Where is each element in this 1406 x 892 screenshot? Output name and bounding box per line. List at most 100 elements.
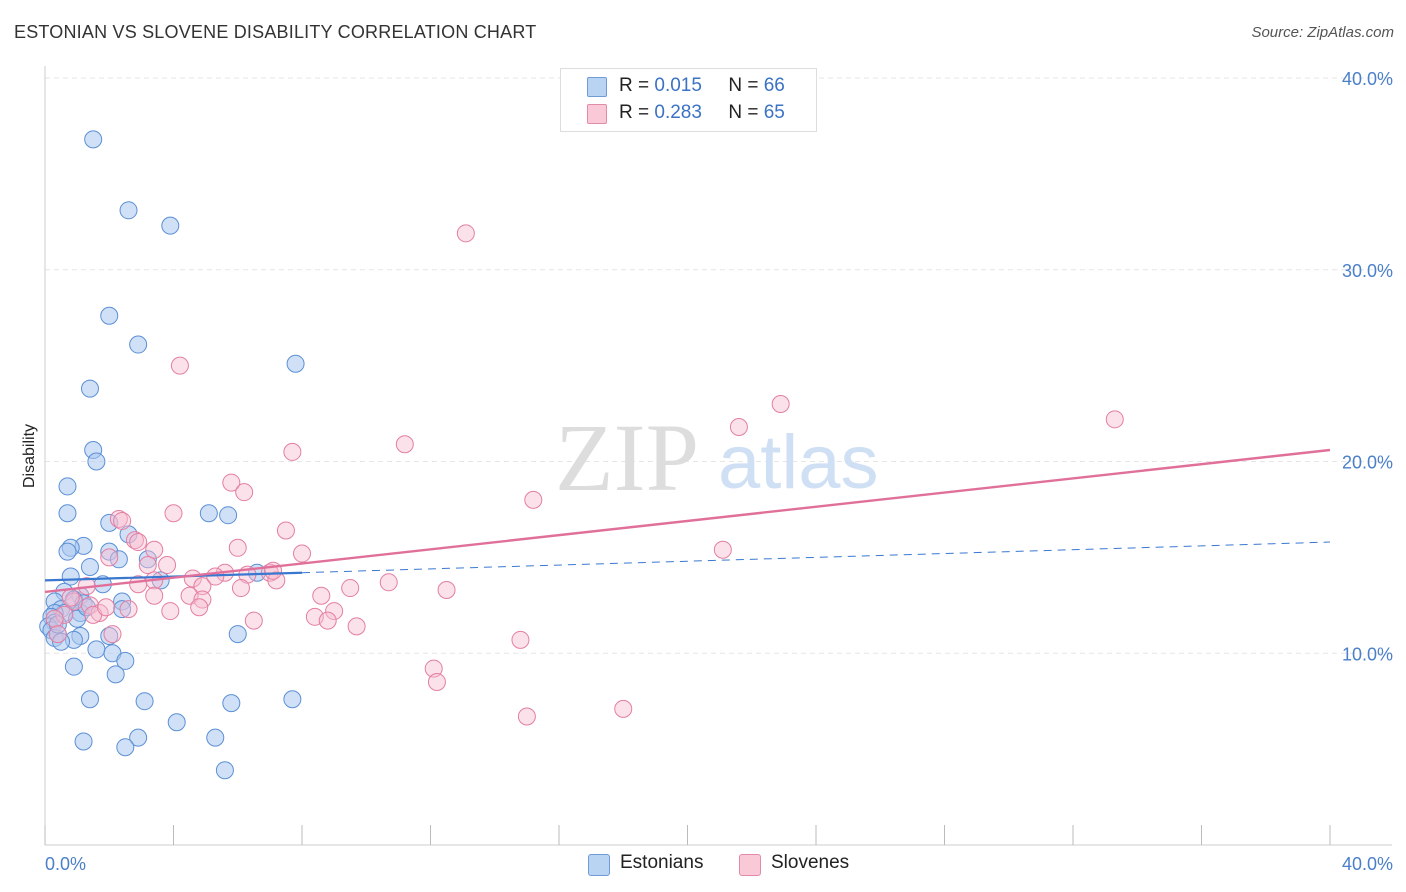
slovenes-point [235, 483, 254, 502]
y-axis-label: Disability [21, 424, 38, 488]
slovenes-point [145, 586, 164, 605]
source-label: Source: ZipAtlas.com [1251, 24, 1394, 41]
estonians-point [206, 728, 225, 747]
estonians-point [135, 692, 154, 711]
x-tick-label: 40.0% [1342, 854, 1393, 874]
slovenes-point [771, 394, 790, 413]
estonians-point [129, 335, 148, 354]
estonians-point [100, 626, 119, 645]
legend-n-label: N = [728, 75, 759, 96]
slovenes-point [55, 605, 74, 624]
slovenes-point [729, 417, 748, 436]
y-tick-label: 30.0% [1342, 261, 1393, 281]
slovenes-point [145, 540, 164, 559]
slovenes-point [231, 579, 250, 598]
slovenes-point [427, 673, 446, 692]
estonians-point [222, 694, 241, 713]
slovenes-point [45, 609, 64, 628]
estonians-point [58, 542, 77, 561]
legend-r-label: R = [619, 75, 650, 96]
slovenes-point [614, 699, 633, 718]
slovenes-point [170, 356, 189, 375]
estonians-point [48, 615, 67, 634]
legend-r-value: 0.015 [654, 75, 702, 96]
slovenes-point [222, 473, 241, 492]
slovenes-point [138, 556, 157, 575]
legend-n-value: 65 [763, 102, 785, 123]
legend-r-label: R = [619, 102, 650, 123]
estonians-point [119, 201, 138, 220]
slovenes-point [379, 573, 398, 592]
estonians-point [283, 690, 302, 709]
slovenes-point [517, 707, 536, 726]
slovenes-point [113, 511, 132, 530]
estonians-point [58, 477, 77, 496]
slovenes-point [437, 580, 456, 599]
slovenes-point [125, 531, 144, 550]
slovenes-point [228, 538, 247, 557]
slovenes-point [325, 602, 344, 621]
slovenes-point [80, 596, 99, 615]
estonians-point [113, 600, 132, 619]
slovenes-point [312, 586, 331, 605]
slovenes-point [511, 630, 530, 649]
slovenes-trend-line [44, 448, 1331, 594]
slovenes-point [158, 556, 177, 575]
slovenes-point [48, 625, 67, 644]
estonians-point [80, 557, 99, 576]
slovenes-point [341, 579, 360, 598]
estonians-point [129, 728, 148, 747]
legend-n-label: N = [728, 102, 759, 123]
watermark: ZIP atlas [555, 404, 879, 511]
slovenes-point [456, 224, 475, 243]
estonians-point [116, 651, 135, 670]
legend-swatch-estonians [587, 77, 607, 97]
y-tick-label: 10.0% [1342, 644, 1393, 664]
estonians-point [167, 713, 186, 732]
y-tick-label: 40.0% [1342, 69, 1393, 89]
slovenes-point [713, 540, 732, 559]
legend-r-value: 0.283 [654, 102, 702, 123]
slovenes-point [193, 577, 212, 596]
slovenes-point [161, 602, 180, 621]
bottom-legend-swatch-slovenes [739, 854, 761, 876]
estonians-point [116, 738, 135, 757]
slovenes-point [524, 490, 543, 509]
estonians-point [161, 216, 180, 235]
estonians-point [80, 690, 99, 709]
estonians-point [80, 379, 99, 398]
estonians-point [87, 452, 106, 471]
estonians-point [74, 732, 93, 751]
slovenes-point [97, 598, 116, 617]
label-layer: 10.0% 20.0% 30.0% 40.0% 0.0% 40.0% Disability [21, 69, 1393, 874]
y-tick-label: 20.0% [1342, 453, 1393, 473]
estonians-point [61, 567, 80, 586]
watermark-atlas: atlas [718, 420, 879, 505]
chart-title: ESTONIAN VS SLOVENE DISABILITY CORRELATI… [14, 22, 537, 42]
trend-layer [44, 448, 1331, 594]
estonians-point [219, 506, 238, 525]
slovenes-point [109, 510, 128, 529]
slovenes-point [103, 625, 122, 644]
estonians-point [138, 550, 157, 569]
legend-n-value: 66 [763, 75, 785, 96]
estonians-point [228, 625, 247, 644]
estonians-point [87, 640, 106, 659]
slovenes-point [347, 617, 366, 636]
slovenes-point [424, 659, 443, 678]
slovenes-point [119, 600, 138, 619]
estonians-point [286, 354, 305, 373]
slovenes-point [244, 611, 263, 630]
estonians-point [100, 306, 119, 325]
estonians-point [199, 504, 218, 523]
slovenes-point [267, 571, 286, 590]
slovenes-point [61, 588, 80, 607]
estonians-trend-dashed [301, 541, 1331, 574]
slovenes-point [283, 442, 302, 461]
bottom-legend-label-estonians: Estonians [620, 852, 704, 873]
slovenes-point [276, 521, 295, 540]
axis-layer [44, 66, 1392, 846]
estonians-point [106, 665, 125, 684]
slovenes-point [129, 533, 148, 552]
bottom-legend-label-slovenes: Slovenes [771, 852, 850, 873]
